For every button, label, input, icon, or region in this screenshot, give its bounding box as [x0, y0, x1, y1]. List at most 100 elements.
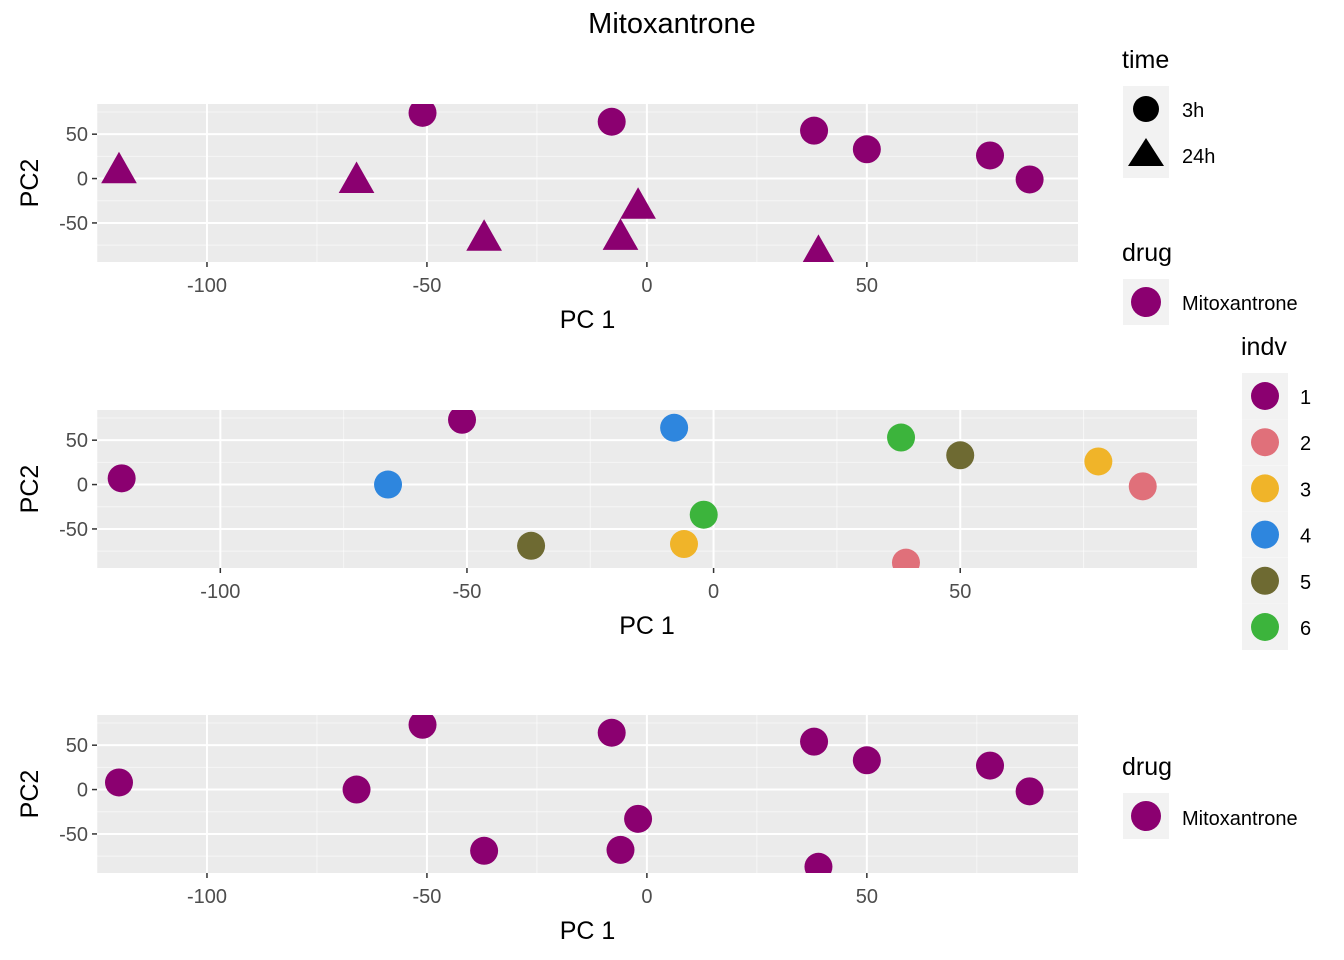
data-point [1128, 472, 1157, 501]
data-point-triangle [620, 187, 656, 219]
x-tick-label: 50 [856, 275, 878, 297]
data-point [606, 835, 635, 864]
legend-key-indv [1251, 474, 1279, 503]
data-point [887, 423, 916, 452]
legend-time-label-24h: 24h [1182, 146, 1215, 168]
legend-indv-label: 5 [1300, 572, 1311, 594]
y-tick-label: 50 [66, 735, 88, 757]
data-point [374, 470, 403, 499]
points-layer [101, 104, 1044, 262]
legend-key-indv [1251, 382, 1279, 410]
legend-time: time 3h 24h [1122, 46, 1215, 178]
x-tick-label: 50 [856, 886, 878, 908]
x-tick-label: -50 [453, 581, 482, 603]
data-point [342, 775, 371, 804]
data-point [408, 104, 437, 127]
legend-key-mitoxantrone [1131, 801, 1161, 831]
data-point [660, 413, 689, 442]
x-tick-label: 0 [708, 581, 719, 603]
legend-time-label-3h: 3h [1182, 100, 1204, 122]
x-tick-label: -100 [187, 886, 227, 908]
data-point [597, 718, 626, 747]
x-tick-label: -100 [200, 581, 240, 603]
legend-key-indv [1251, 613, 1279, 641]
points-layer [107, 410, 1157, 568]
legend-drug-label: Mitoxantrone [1182, 293, 1298, 315]
data-point [597, 107, 626, 136]
legend-key-circle [1133, 96, 1159, 122]
data-point [976, 751, 1005, 780]
data-point [448, 410, 477, 434]
data-point [852, 135, 881, 164]
y-tick-label: 0 [77, 780, 88, 802]
y-tick-label: 0 [77, 169, 88, 191]
data-point [1015, 165, 1044, 194]
data-point-triangle [802, 234, 835, 262]
panel-background [97, 104, 1078, 262]
data-point-triangle [338, 161, 375, 194]
y-tick-label: -50 [59, 824, 88, 846]
y-axis-title: PC2 [16, 159, 44, 208]
data-point [804, 852, 833, 873]
data-point [852, 746, 881, 775]
data-point-triangle [602, 218, 639, 250]
data-point [408, 715, 437, 739]
x-tick-label: 0 [641, 886, 652, 908]
data-point [689, 500, 718, 529]
y-tick-label: 50 [66, 124, 88, 146]
x-tick-label: 50 [949, 581, 971, 603]
legend-indv-label: 3 [1300, 479, 1311, 501]
pca-panel-time: -100 -50 0 50 -50 0 50 PC 1 PC2 [16, 104, 1078, 334]
figure-title: Mitoxantrone [588, 8, 756, 40]
data-point [669, 530, 698, 559]
legend-indv-label: 6 [1300, 618, 1311, 640]
y-tick-label: 50 [66, 430, 88, 452]
data-point [517, 531, 546, 560]
legend-key-indv [1251, 428, 1279, 457]
data-point [107, 464, 136, 493]
data-point [1015, 777, 1044, 806]
legend-drug-title: drug [1122, 239, 1172, 267]
legend-key-indv [1251, 566, 1279, 595]
data-point [976, 141, 1005, 170]
data-point [800, 727, 829, 756]
y-axis-title: PC2 [16, 465, 44, 514]
panel-background [97, 410, 1197, 568]
data-point-triangle [101, 151, 137, 184]
panel-background [97, 715, 1078, 873]
pca-panel-drug: -100 -50 0 50 -50 0 50 PC 1 PC2 [16, 715, 1078, 945]
x-axis-title: PC 1 [560, 917, 616, 945]
data-point-triangle [466, 219, 502, 251]
legend-indv-label: 4 [1300, 526, 1311, 548]
data-point [800, 116, 829, 145]
legend-drug-top: drug Mitoxantrone [1122, 239, 1298, 325]
legend-indv: indv 1 2 3 4 5 6 [1241, 333, 1311, 650]
y-tick-label: -50 [59, 519, 88, 541]
points-layer [104, 715, 1044, 873]
x-tick-label: -100 [187, 275, 227, 297]
x-axis-title: PC 1 [560, 306, 616, 334]
legend-indv-title: indv [1241, 333, 1287, 361]
y-axis-title: PC2 [16, 770, 44, 819]
legend-time-title: time [1122, 46, 1169, 74]
data-point [1084, 447, 1113, 476]
y-tick-label: 0 [77, 475, 88, 497]
data-point [891, 548, 920, 568]
legend-key-triangle [1128, 138, 1164, 166]
legend-drug-title: drug [1122, 753, 1172, 781]
legend-indv-label: 1 [1300, 387, 1311, 409]
data-point [946, 441, 975, 470]
data-point [104, 768, 133, 797]
data-point [624, 804, 653, 833]
legend-key-indv [1251, 520, 1279, 549]
x-tick-label: -50 [412, 886, 441, 908]
data-point [470, 836, 499, 865]
legend-key-mitoxantrone [1131, 287, 1161, 317]
legend-drug-bottom: drug Mitoxantrone [1122, 753, 1298, 839]
x-tick-label: -50 [412, 275, 441, 297]
y-tick-label: -50 [59, 213, 88, 235]
x-axis-title: PC 1 [619, 612, 675, 640]
legend-indv-label: 2 [1300, 433, 1311, 455]
legend-drug-label: Mitoxantrone [1182, 808, 1298, 830]
